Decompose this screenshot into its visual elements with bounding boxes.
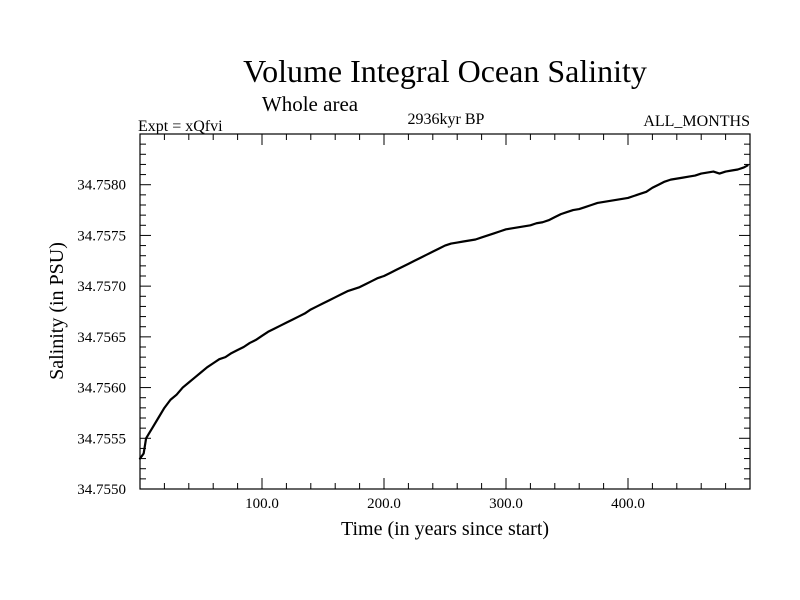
- plot-frame: [139, 133, 751, 490]
- x-axis-tick-label: 400.0: [611, 496, 645, 512]
- y-axis-tick-label: 34.7560: [77, 381, 126, 397]
- month-label: ALL_MONTHS: [643, 113, 750, 130]
- x-axis-tick-label: 200.0: [367, 496, 401, 512]
- y-axis-tick-label: 34.7550: [77, 482, 126, 498]
- x-axis-label: Time (in years since start): [341, 518, 549, 540]
- y-axis-tick-label: 34.7570: [77, 279, 126, 295]
- period-label: 2936kyr BP: [408, 111, 485, 128]
- experiment-label: Expt = xQfvi: [138, 118, 223, 135]
- chart-title: Volume Integral Ocean Salinity: [243, 53, 647, 89]
- x-axis-tick-label: 100.0: [245, 496, 279, 512]
- y-axis-ticks: 34.7550 34.7555 34.7560 34.7565 34.7570 34.75…: [77, 143, 750, 498]
- x-axis-tick-label: 300.0: [489, 496, 523, 512]
- y-axis-tick-label: 34.7555: [77, 431, 126, 447]
- chart-subtitle: Whole area: [262, 92, 359, 116]
- y-axis-tick-label: 34.7580: [77, 178, 126, 194]
- y-axis-tick-label: 34.7575: [77, 228, 126, 244]
- x-axis-ticks: 100.0 200.0 300.0 400.0: [163, 134, 727, 512]
- y-axis-tick-label: 34.7565: [77, 330, 126, 346]
- salinity-series-line: [138, 164, 749, 460]
- y-axis-label: Salinity (in PSU): [46, 242, 68, 380]
